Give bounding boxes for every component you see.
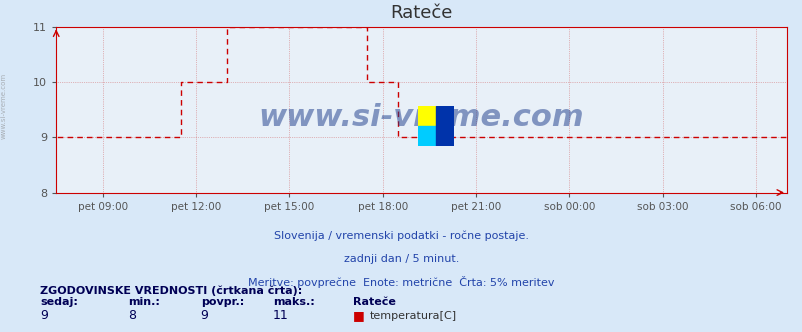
Text: min.:: min.: bbox=[128, 297, 160, 307]
Text: www.si-vreme.com: www.si-vreme.com bbox=[1, 73, 7, 139]
Text: Rateče: Rateče bbox=[353, 297, 395, 307]
Bar bbox=[435, 106, 453, 146]
Text: maks.:: maks.: bbox=[273, 297, 314, 307]
Bar bbox=[417, 106, 435, 126]
Text: 8: 8 bbox=[128, 309, 136, 322]
Text: sedaj:: sedaj: bbox=[40, 297, 78, 307]
Text: 9: 9 bbox=[200, 309, 209, 322]
Text: www.si-vreme.com: www.si-vreme.com bbox=[258, 103, 584, 132]
Text: temperatura[C]: temperatura[C] bbox=[369, 311, 456, 321]
Text: povpr.:: povpr.: bbox=[200, 297, 244, 307]
Text: 9: 9 bbox=[40, 309, 48, 322]
Text: Meritve: povprečne  Enote: metrične  Črta: 5% meritev: Meritve: povprečne Enote: metrične Črta:… bbox=[248, 276, 554, 288]
Text: 11: 11 bbox=[273, 309, 289, 322]
Bar bbox=[417, 126, 435, 146]
Title: Rateče: Rateče bbox=[390, 4, 452, 22]
Text: zadnji dan / 5 minut.: zadnji dan / 5 minut. bbox=[343, 254, 459, 264]
Text: ■: ■ bbox=[353, 309, 365, 322]
Text: Slovenija / vremenski podatki - ročne postaje.: Slovenija / vremenski podatki - ročne po… bbox=[273, 230, 529, 241]
Text: ZGODOVINSKE VREDNOSTI (črtkana črta):: ZGODOVINSKE VREDNOSTI (črtkana črta): bbox=[40, 285, 302, 296]
